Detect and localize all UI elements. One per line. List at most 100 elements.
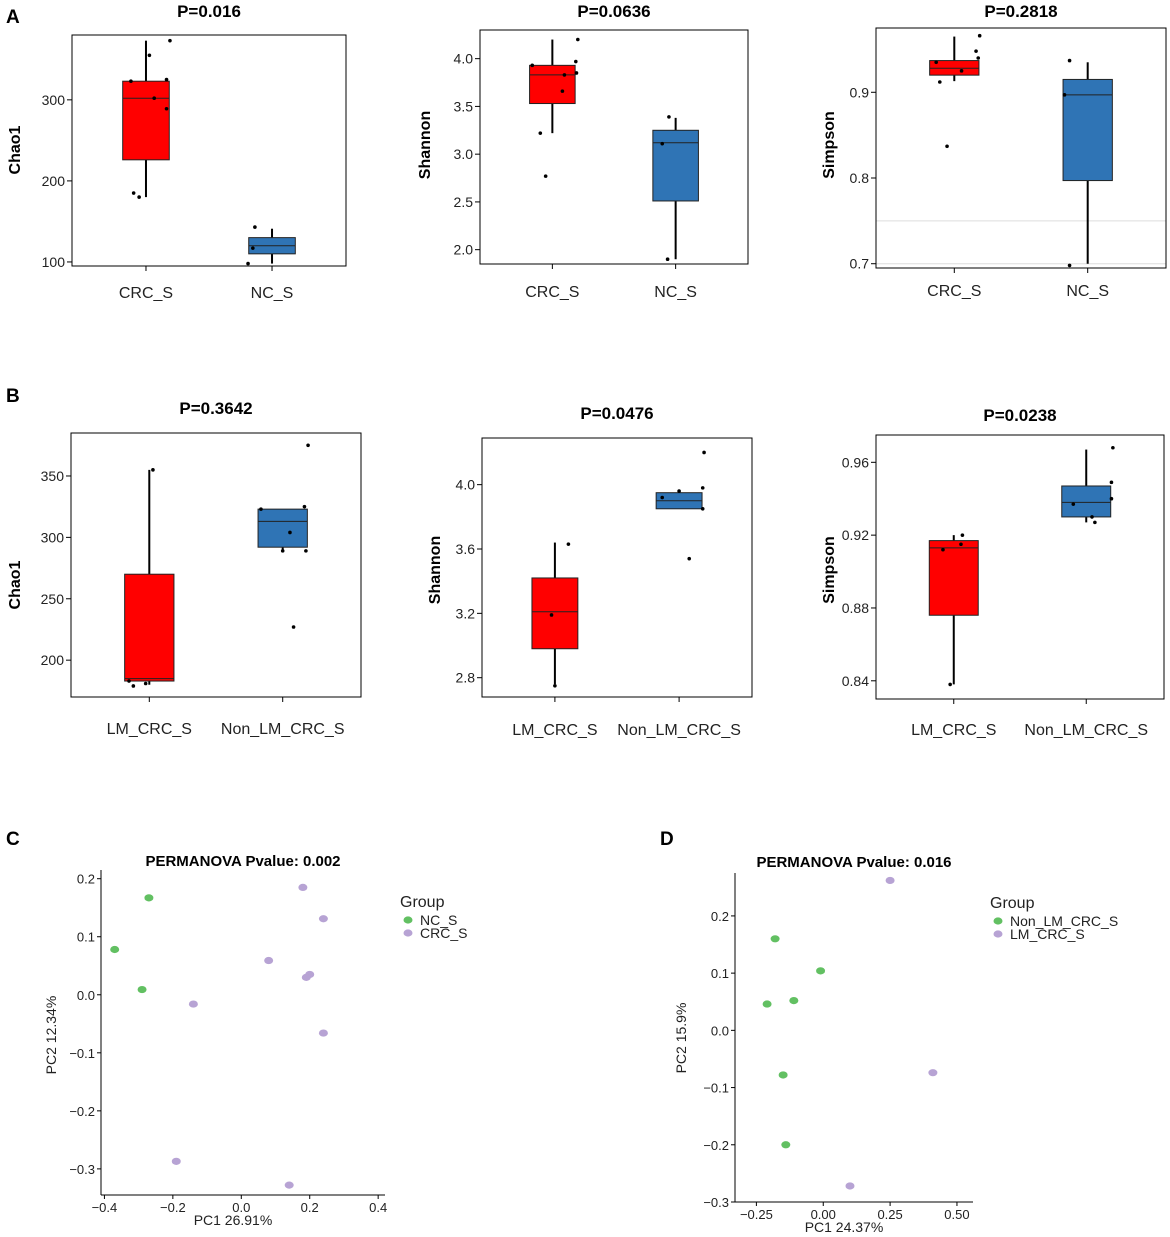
y-tick-label: 3.2 — [456, 605, 476, 621]
y-tick-label: −0.1 — [703, 1081, 729, 1096]
y-axis-label: PC2 12.34% — [43, 996, 59, 1075]
y-tick-label: 200 — [41, 652, 65, 668]
jitter-point — [660, 141, 665, 146]
jitter-point — [562, 73, 567, 77]
jitter-point — [131, 684, 136, 688]
y-tick-label: 300 — [41, 529, 65, 545]
box-red — [531, 577, 579, 650]
point-purple — [188, 1000, 198, 1008]
y-tick-label: 0.88 — [842, 600, 869, 616]
jitter-point — [530, 63, 535, 68]
jitter-point — [660, 495, 665, 500]
boxplot-a3: P=0.2818 0.7 0.8 0.9 CRC_S NC_S Simpson — [821, 2, 1167, 300]
jitter-point — [129, 79, 133, 83]
pca-plot-d: PERMANOVA Pvalue: 0.016 −0.3 −0.2 −0.1 0.0 0.… — [673, 854, 1118, 1235]
jitter-point — [702, 450, 706, 455]
jitter-point — [543, 174, 548, 178]
x-category-label: NC_S — [1066, 283, 1109, 300]
boxplot-a2: P=0.0636 2.0 2.5 3.0 3.5 4.0 CRC_S NC_S Shannon — [417, 2, 749, 301]
x-tick-label: 0.2 — [301, 1200, 319, 1215]
jitter-point — [1111, 445, 1115, 450]
jitter-point — [945, 144, 949, 149]
jitter-point — [974, 49, 978, 53]
legend-label: CRC_S — [420, 925, 467, 941]
plot-frame — [70, 432, 362, 698]
point-green — [816, 967, 826, 975]
point-green — [144, 894, 154, 902]
plot-frame — [875, 434, 1165, 700]
jitter-point — [291, 625, 296, 629]
point-purple — [298, 883, 308, 892]
y-tick-label: 2.8 — [456, 670, 476, 686]
plot-frame — [479, 29, 749, 265]
jitter-point — [164, 106, 169, 111]
y-tick-label: 0.0 — [77, 988, 95, 1003]
jitter-point — [941, 547, 945, 552]
y-tick-label: 3.6 — [456, 541, 476, 557]
plot-frame — [71, 34, 347, 267]
legend-key-purple — [993, 930, 1003, 938]
jitter-point — [938, 80, 942, 84]
point-green — [789, 996, 799, 1005]
y-tick-label: −0.1 — [69, 1046, 95, 1061]
x-category-label: LM_CRC_S — [911, 722, 996, 739]
y-tick-label: 3.5 — [454, 98, 474, 114]
y-tick-label: 0.2 — [711, 909, 729, 924]
chart-title: PERMANOVA Pvalue: 0.002 — [145, 853, 340, 870]
x-category-label: Non_LM_CRC_S — [617, 722, 741, 739]
jitter-point — [1067, 58, 1072, 63]
x-tick-label: 0.25 — [877, 1207, 902, 1222]
y-tick-label: −0.2 — [69, 1104, 95, 1119]
jitter-point — [959, 69, 964, 73]
x-category-label: CRC_S — [119, 285, 173, 302]
point-purple — [264, 956, 274, 965]
jitter-point — [948, 682, 952, 687]
jitter-point — [576, 37, 580, 42]
panel-letter-a: A — [6, 7, 20, 28]
jitter-point — [259, 507, 263, 511]
y-axis-label: Simpson — [821, 536, 838, 604]
y-tick-label: 250 — [41, 591, 65, 607]
box-red — [529, 64, 576, 105]
x-tick-label: 0.00 — [811, 1207, 836, 1222]
point-purple — [284, 1181, 294, 1189]
jitter-point — [306, 443, 310, 448]
panel-letter-b: B — [6, 386, 20, 407]
legend-key-purple — [403, 929, 413, 937]
x-tick-label: −0.4 — [92, 1200, 118, 1215]
y-tick-label: 200 — [42, 173, 66, 189]
jitter-point — [288, 530, 292, 535]
point-purple — [301, 973, 311, 981]
box-red — [122, 80, 170, 161]
y-axis-label: Chao1 — [7, 125, 24, 174]
legend-title: Group — [400, 894, 445, 911]
jitter-point — [1067, 263, 1072, 268]
point-purple — [318, 915, 328, 923]
y-tick-label: 0.96 — [842, 454, 869, 470]
legend-key-green — [403, 916, 413, 924]
jitter-point — [667, 115, 671, 119]
chart-title: P=0.3642 — [179, 399, 252, 418]
x-axis-label: PC1 24.37% — [805, 1219, 884, 1235]
y-tick-label: 0.1 — [711, 966, 729, 981]
x-tick-label: −0.2 — [160, 1200, 186, 1215]
y-axis-label: Simpson — [821, 111, 838, 179]
legend-label: Non_LM_CRC_S — [1010, 913, 1118, 929]
jitter-point — [152, 96, 156, 101]
y-tick-label: 4.0 — [454, 51, 474, 67]
x-tick-label: 0.50 — [944, 1207, 969, 1222]
jitter-point — [246, 261, 250, 266]
chart-title: PERMANOVA Pvalue: 0.016 — [756, 854, 951, 871]
y-tick-label: 0.2 — [77, 872, 95, 887]
y-tick-label: 0.1 — [77, 930, 95, 945]
box-blue — [1061, 485, 1112, 518]
y-tick-label: 0.0 — [711, 1023, 729, 1038]
legend-key-green — [993, 917, 1003, 925]
jitter-point — [1062, 93, 1067, 97]
jitter-point — [574, 71, 579, 75]
jitter-point — [665, 257, 670, 262]
jitter-point — [538, 131, 543, 135]
y-tick-label: 4.0 — [456, 477, 476, 493]
jitter-point — [700, 506, 705, 511]
point-purple — [318, 1029, 328, 1037]
